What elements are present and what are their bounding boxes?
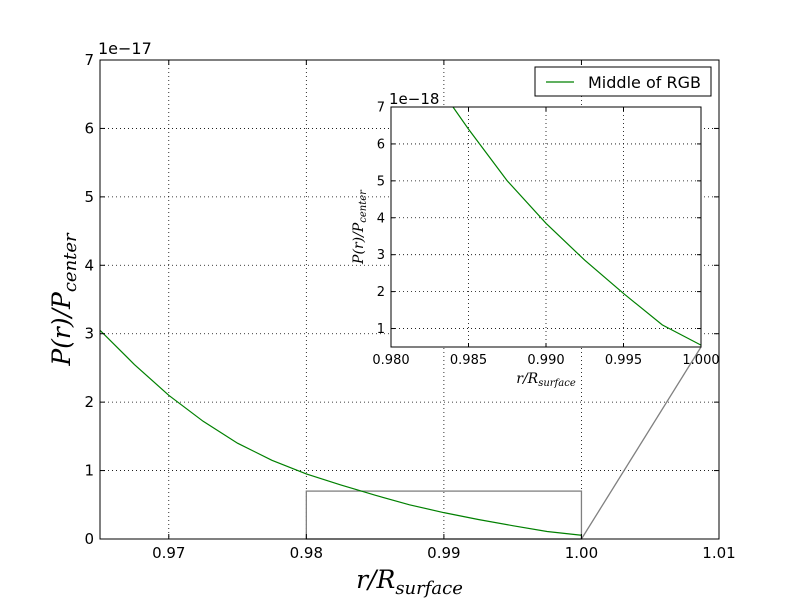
main-plot-frame [99, 59, 720, 540]
main-axis-ticks: 0.97 0.98 0.99 1.00 1.01 0 1 2 3 4 5 6 7 [84, 51, 735, 562]
main-x-tick-label: 0.97 [152, 544, 185, 562]
zoom-indicator [305, 346, 702, 540]
inset-y-offset-label: 1e−18 [389, 90, 439, 108]
main-y-tick-label: 1 [84, 462, 94, 480]
main-x-tick-label: 0.98 [290, 544, 323, 562]
main-plot-lines [100, 329, 582, 536]
inset-y-tick-label: 2 [377, 285, 385, 300]
main-y-tick-label: 3 [84, 325, 94, 343]
main-y-tick-label: 5 [84, 188, 94, 206]
inset-y-tick-label: 7 [377, 101, 385, 116]
inset-plot-lines [452, 107, 701, 346]
inset-y-tick-label: 4 [377, 211, 385, 226]
main-x-tick-label: 1.00 [565, 544, 598, 562]
main-y-tick-label: 0 [84, 530, 94, 548]
main-y-tick-label: 6 [84, 119, 94, 137]
main-x-tick-label: 1.01 [702, 544, 735, 562]
series-line-middle-of-rgb [100, 329, 582, 536]
inset-series-line-middle-of-rgb [452, 107, 701, 346]
inset-x-tick-label: 0.985 [450, 353, 487, 368]
inset-x-axis-label: r/Rsurface [516, 371, 576, 389]
inset-x-tick-label: 0.990 [527, 353, 564, 368]
main-y-tick-label: 4 [84, 256, 94, 274]
main-y-axis-label: P(r)/Pcenter [47, 232, 81, 367]
inset-y-tick-label: 5 [377, 174, 385, 189]
main-x-tick-label: 0.99 [427, 544, 460, 562]
main-y-offset-label: 1e−17 [98, 39, 152, 58]
inset-axis-ticks: 0.980 0.985 0.990 0.995 1.000 1 2 3 4 5 6 7 [372, 101, 719, 369]
main-y-tick-label: 7 [84, 51, 94, 69]
main-x-axis-label: r/Rsurface [356, 565, 463, 599]
zoom-box [305, 490, 583, 540]
inset-x-tick-label: 0.980 [372, 353, 409, 368]
zoom-connector [580, 346, 702, 540]
legend-label: Middle of RGB [588, 73, 701, 92]
inset-y-tick-label: 1 [377, 322, 385, 337]
inset-x-tick-label: 0.995 [605, 353, 642, 368]
main-y-tick-label: 2 [84, 393, 94, 411]
inset-y-tick-label: 3 [377, 248, 385, 263]
inset-y-tick-label: 6 [377, 137, 385, 152]
inset-y-axis-label: P(r)/Pcenter [351, 189, 369, 265]
inset-x-tick-label: 1.000 [682, 353, 719, 368]
legend: Middle of RGB [534, 66, 712, 97]
